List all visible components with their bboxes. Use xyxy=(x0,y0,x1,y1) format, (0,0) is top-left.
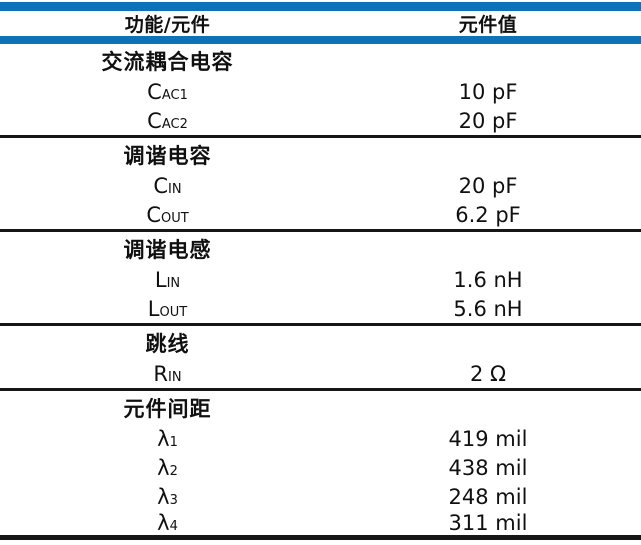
section-title-row: 跳线 xyxy=(0,326,641,359)
table-row: COUT 6.2 pF xyxy=(0,200,641,229)
component-subscript: IN xyxy=(166,275,181,291)
section-title: 交流耦合电容 xyxy=(101,48,234,74)
component-symbol: L xyxy=(147,296,160,321)
component-name: COUT xyxy=(0,203,335,227)
table-header-row: 功能/元件 元件值 xyxy=(0,11,641,36)
component-subscript: IN xyxy=(168,369,182,385)
component-value: 248 mil xyxy=(448,484,528,509)
section-title-row: 元件间距 xyxy=(0,391,641,424)
component-symbol: C xyxy=(147,79,162,104)
component-name: CAC2 xyxy=(0,109,335,133)
component-subscript: 1 xyxy=(169,434,178,450)
table-row: LOUT 5.6 nH xyxy=(0,294,641,323)
table-row: CAC1 10 pF xyxy=(0,77,641,106)
section-title-row: 调谐电感 xyxy=(0,232,641,265)
component-name: CAC1 xyxy=(0,80,335,104)
component-name: λ4 xyxy=(0,511,335,535)
component-subscript: 4 xyxy=(169,519,178,534)
component-value: 1.6 nH xyxy=(453,267,523,292)
section-divider xyxy=(0,323,641,326)
component-name: LOUT xyxy=(0,297,335,321)
component-value: 20 pF xyxy=(458,108,518,133)
component-subscript: AC2 xyxy=(161,116,188,132)
section-title: 跳线 xyxy=(145,330,190,356)
component-name: CIN xyxy=(0,174,335,198)
component-symbol: λ xyxy=(157,455,170,480)
bottom-margin xyxy=(0,540,641,545)
component-value: 6.2 pF xyxy=(455,202,521,227)
table-bottom-border xyxy=(0,535,641,540)
component-symbol: C xyxy=(153,173,169,198)
component-value: 311 mil xyxy=(448,511,528,535)
section-title: 调谐电感 xyxy=(123,236,212,262)
component-value: 10 pF xyxy=(458,79,518,104)
component-subscript: IN xyxy=(168,181,182,197)
section-title-row: 调谐电容 xyxy=(0,138,641,171)
table-row: λ3 248 mil xyxy=(0,482,641,511)
component-name: λ3 xyxy=(0,485,335,509)
section-title: 元件间距 xyxy=(123,395,212,421)
table-row: λ2 438 mil xyxy=(0,453,641,482)
section-title: 调谐电容 xyxy=(123,142,212,168)
component-symbol: λ xyxy=(157,511,170,535)
component-symbol: λ xyxy=(157,426,170,451)
section-title-row: 交流耦合电容 xyxy=(0,44,641,77)
table-row: RIN 2 Ω xyxy=(0,359,641,388)
table-row: CAC2 20 pF xyxy=(0,106,641,135)
component-symbol: C xyxy=(147,108,162,133)
table-top-border xyxy=(0,2,641,11)
component-subscript: OUT xyxy=(159,304,188,320)
component-name: LIN xyxy=(0,268,335,292)
table-row: CIN 20 pF xyxy=(0,171,641,200)
component-subscript: AC1 xyxy=(161,87,188,103)
section-divider xyxy=(0,135,641,138)
table-row: LIN 1.6 nH xyxy=(0,265,641,294)
table-row: λ1 419 mil xyxy=(0,424,641,453)
component-symbol: L xyxy=(154,267,167,292)
column-header-value: 元件值 xyxy=(458,14,518,36)
component-name: RIN xyxy=(0,362,335,386)
component-name: λ2 xyxy=(0,456,335,480)
component-subscript: 2 xyxy=(169,463,178,479)
section-divider xyxy=(0,229,641,232)
component-symbol: C xyxy=(146,202,161,227)
component-symbol: λ xyxy=(157,484,170,509)
component-value: 438 mil xyxy=(448,455,528,480)
component-symbol: R xyxy=(153,361,169,386)
component-subscript: 3 xyxy=(169,492,178,508)
header-underline xyxy=(0,36,641,44)
section-divider xyxy=(0,388,641,391)
column-header-function: 功能/元件 xyxy=(124,14,211,36)
component-value: 5.6 nH xyxy=(453,296,523,321)
table-row: λ4 311 mil xyxy=(0,511,641,535)
component-subscript: OUT xyxy=(160,210,189,226)
component-value: 20 pF xyxy=(458,173,518,198)
component-name: λ1 xyxy=(0,427,335,451)
component-value: 2 Ω xyxy=(469,361,507,386)
component-value: 419 mil xyxy=(448,426,528,451)
